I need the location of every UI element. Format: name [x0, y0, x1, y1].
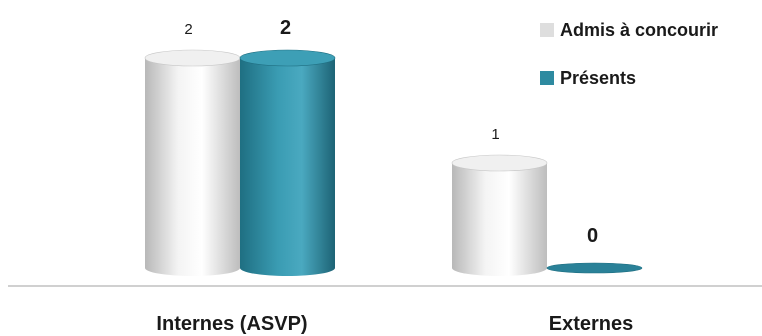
data-label-admis-1: 1 — [491, 126, 499, 143]
category-label-0: Internes (ASVP) — [156, 313, 307, 335]
data-label-presents-0: 2 — [280, 17, 291, 39]
legend-swatch-admis — [540, 23, 554, 37]
bar-admis-1 — [451, 154, 548, 276]
bar-presents-0 — [239, 49, 336, 276]
legend: Admis à concourir Présents — [540, 18, 718, 114]
bar-admis-0 — [144, 49, 241, 276]
legend-item-presents: Présents — [540, 66, 718, 90]
legend-label-admis: Admis à concourir — [560, 19, 719, 40]
legend-item-admis: Admis à concourir — [540, 18, 718, 42]
legend-label-presents: Présents — [560, 67, 637, 88]
data-label-presents-1: 0 — [587, 225, 598, 247]
bar-presents-1 — [546, 262, 643, 274]
data-label-admis-0: 2 — [184, 21, 192, 38]
category-label-1: Externes — [549, 313, 634, 335]
legend-swatch-presents — [540, 71, 554, 85]
